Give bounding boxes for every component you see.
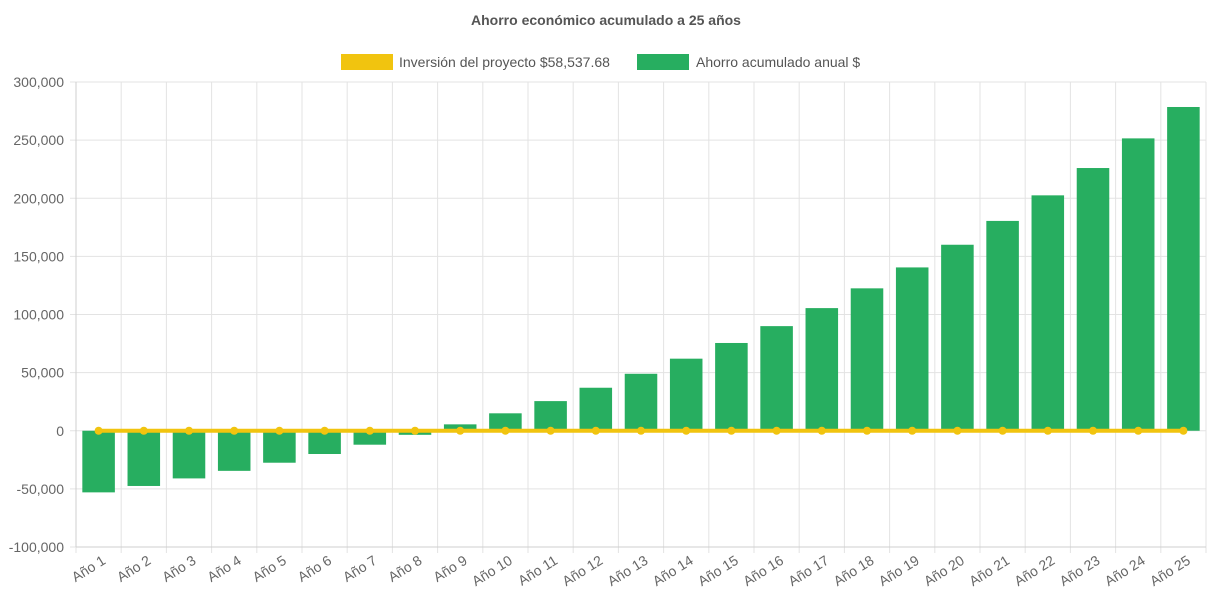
- chart-title: Ahorro económico acumulado a 25 años: [471, 12, 741, 28]
- investment-point[interactable]: [998, 426, 1007, 435]
- investment-point[interactable]: [546, 426, 555, 435]
- x-tick-label: Año 14: [650, 552, 696, 589]
- investment-line: [94, 426, 1188, 435]
- grid: [70, 81, 1207, 553]
- investment-point[interactable]: [591, 426, 600, 435]
- x-tick-label: Año 3: [159, 552, 199, 585]
- y-tick-label: 150,000: [13, 248, 64, 264]
- x-tick-label: Año 21: [966, 552, 1012, 589]
- investment-point[interactable]: [1179, 426, 1188, 435]
- y-tick-label: -50,000: [17, 481, 65, 497]
- investment-point[interactable]: [727, 426, 736, 435]
- y-tick-label: -100,000: [9, 539, 64, 555]
- bar-savings[interactable]: [669, 358, 703, 431]
- bar-savings[interactable]: [534, 401, 567, 431]
- x-tick-label: Año 23: [1056, 552, 1102, 589]
- x-tick-label: Año 15: [695, 552, 741, 589]
- legend-swatch-investment: [341, 54, 393, 70]
- investment-point[interactable]: [365, 426, 374, 435]
- bar-savings[interactable]: [805, 308, 839, 431]
- y-tick-label: 200,000: [13, 190, 64, 206]
- x-tick-label: Año 17: [785, 552, 831, 589]
- x-tick-label: Año 2: [114, 552, 154, 585]
- bar-savings[interactable]: [941, 244, 974, 431]
- x-tick-label: Año 20: [921, 552, 967, 589]
- bar-savings[interactable]: [353, 430, 387, 445]
- x-tick-label: Año 11: [515, 552, 560, 589]
- legend-label-savings: Ahorro acumulado anual $: [696, 54, 860, 70]
- bar-savings[interactable]: [1076, 168, 1110, 431]
- bar-savings[interactable]: [579, 387, 613, 431]
- investment-point[interactable]: [275, 426, 284, 435]
- investment-point[interactable]: [230, 426, 239, 435]
- x-tick-label: Año 13: [604, 552, 650, 589]
- x-tick-label: Año 22: [1011, 552, 1057, 589]
- bar-savings[interactable]: [1167, 106, 1200, 431]
- bar-savings[interactable]: [308, 430, 341, 454]
- investment-point[interactable]: [682, 426, 691, 435]
- legend-label-investment: Inversión del proyecto $58,537.68: [399, 54, 610, 70]
- y-tick-label: 50,000: [21, 365, 64, 381]
- x-axis-ticks: Año 1 Año 2 Año 3 Año 4 Año 5 Año 6 Año 7 Año 8…: [69, 552, 1193, 589]
- legend-item-savings[interactable]: Ahorro acumulado anual $: [637, 54, 860, 70]
- x-tick-label: Año 25: [1147, 552, 1193, 589]
- investment-point[interactable]: [908, 426, 917, 435]
- investment-point[interactable]: [953, 426, 962, 435]
- x-tick-label: Año 12: [559, 552, 605, 589]
- x-tick-label: Año 18: [830, 552, 876, 589]
- x-tick-label: Año 8: [385, 552, 425, 585]
- y-axis-ticks: 300,000 250,000 200,000 150,000 100,000 50,00…: [9, 74, 64, 555]
- bar-savings[interactable]: [82, 430, 115, 493]
- bar-savings[interactable]: [895, 267, 929, 431]
- investment-point[interactable]: [1134, 426, 1143, 435]
- legend-item-investment[interactable]: Inversión del proyecto $58,537.68: [341, 54, 610, 70]
- x-tick-label: Año 4: [204, 552, 244, 585]
- bar-savings[interactable]: [624, 373, 658, 431]
- investment-point[interactable]: [185, 426, 193, 435]
- bar-savings[interactable]: [263, 430, 296, 463]
- investment-point[interactable]: [1089, 426, 1097, 435]
- investment-point[interactable]: [139, 426, 148, 435]
- x-tick-label: Año 1: [69, 552, 109, 585]
- investment-point[interactable]: [411, 426, 419, 435]
- legend: Inversión del proyecto $58,537.68 Ahorro…: [341, 54, 860, 70]
- investment-point[interactable]: [863, 426, 871, 435]
- legend-swatch-savings: [637, 54, 689, 70]
- x-tick-label: Año 24: [1102, 552, 1148, 589]
- investment-point[interactable]: [637, 426, 645, 435]
- investment-point[interactable]: [501, 426, 510, 435]
- x-tick-label: Año 16: [740, 552, 786, 589]
- y-tick-label: 300,000: [13, 74, 64, 90]
- bar-savings[interactable]: [1031, 195, 1065, 431]
- bar-savings[interactable]: [715, 342, 748, 431]
- x-tick-label: Año 9: [430, 552, 470, 585]
- y-tick-label: 100,000: [13, 307, 64, 323]
- investment-point[interactable]: [1043, 426, 1052, 435]
- investment-point[interactable]: [94, 426, 103, 435]
- x-tick-label: Año 10: [469, 552, 515, 589]
- bar-savings[interactable]: [986, 220, 1019, 431]
- y-tick-label: 250,000: [13, 132, 64, 148]
- bars: [82, 106, 1200, 493]
- bar-savings[interactable]: [760, 326, 793, 431]
- x-tick-label: Año 6: [295, 552, 335, 585]
- investment-point[interactable]: [817, 426, 826, 435]
- x-tick-label: Año 19: [876, 552, 922, 589]
- investment-point[interactable]: [456, 426, 465, 435]
- investment-point[interactable]: [772, 426, 781, 435]
- y-tick-label: 0: [56, 423, 64, 439]
- investment-point[interactable]: [320, 426, 329, 435]
- bar-savings[interactable]: [1121, 138, 1155, 431]
- bar-savings[interactable]: [127, 430, 161, 486]
- bar-savings[interactable]: [217, 430, 251, 471]
- bar-savings[interactable]: [489, 413, 522, 431]
- x-tick-label: Año 7: [340, 552, 380, 585]
- x-tick-label: Año 5: [249, 552, 289, 585]
- bar-savings[interactable]: [850, 288, 884, 431]
- bar-savings[interactable]: [172, 430, 206, 479]
